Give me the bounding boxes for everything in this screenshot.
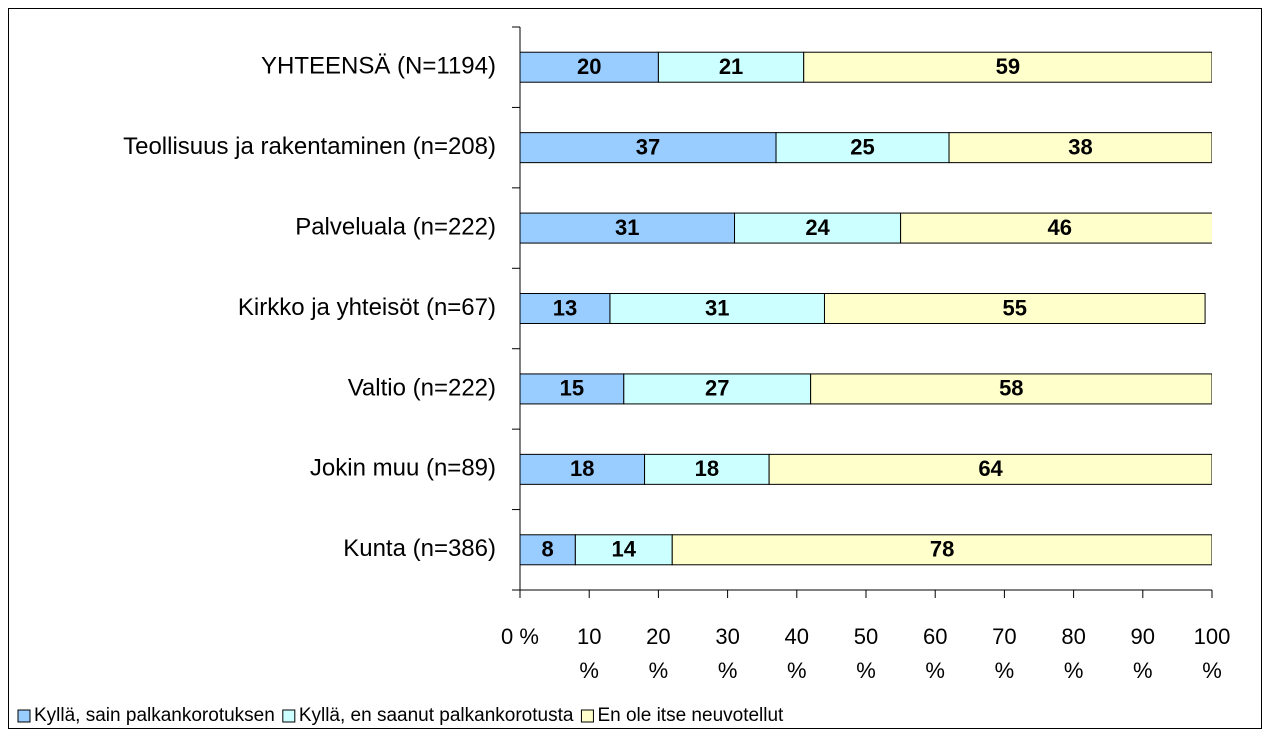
bar-segment [810, 373, 1212, 405]
bar-segment [768, 453, 1212, 485]
legend-swatch [17, 709, 31, 723]
value-label: 25 [850, 134, 874, 159]
category-label: YHTEENSÄ (N=1194) [261, 53, 496, 80]
legend-label: Kyllä, sain palkankorotuksen [34, 705, 275, 726]
legend-label: En ole itse neuvotellut [597, 705, 784, 726]
value-label: 13 [553, 295, 577, 320]
bar-segment [734, 212, 902, 244]
value-label: 38 [1068, 134, 1092, 159]
legend-swatch [282, 709, 296, 723]
x-tick-label: 100% [1194, 624, 1231, 683]
bar-segment [671, 534, 1212, 566]
value-label: 18 [695, 456, 719, 481]
value-label: 64 [978, 456, 1003, 481]
value-label: 78 [930, 537, 954, 562]
bar-segment [574, 534, 673, 566]
bar-segment [623, 373, 812, 405]
x-tick-label: 30% [715, 624, 739, 683]
category-label: Jokin muu (n=89) [310, 455, 496, 482]
category-label: Teollisuus ja rakentaminen (n=208) [123, 133, 496, 160]
category-label: Kirkko ja yhteisöt (n=67) [238, 294, 496, 321]
legend-label: Kyllä, en saanut palkankorotusta [299, 705, 574, 726]
chart-border [8, 8, 1262, 729]
bar-segment [803, 51, 1212, 83]
value-label: 58 [999, 376, 1023, 401]
bar-segment [900, 212, 1212, 244]
legend-swatch [580, 709, 594, 723]
bar-segment [609, 293, 825, 324]
x-tick-label: 60% [923, 624, 947, 683]
bar-segment [948, 132, 1212, 164]
category-label: Palveluala (n=222) [295, 213, 496, 240]
value-label: 46 [1048, 215, 1072, 240]
category-label: Valtio (n=222) [348, 374, 496, 401]
x-tick-label: 0 % [501, 624, 539, 649]
category-label: Kunta (n=386) [343, 535, 496, 562]
x-tick-label: 20% [646, 624, 670, 683]
value-label: 27 [705, 376, 729, 401]
x-tick-label: 80% [1061, 624, 1085, 683]
x-tick-label: 10% [577, 624, 601, 683]
x-tick-label: 90% [1131, 624, 1155, 683]
bar-segment [520, 534, 576, 566]
value-label: 14 [612, 537, 637, 562]
value-label: 8 [542, 537, 554, 562]
value-label: 15 [560, 376, 584, 401]
value-label: 31 [705, 295, 729, 320]
x-tick-label: 50% [854, 624, 878, 683]
value-label: 31 [615, 215, 639, 240]
bar-segment [823, 293, 1206, 324]
bar-segment [520, 453, 646, 485]
value-label: 20 [577, 54, 601, 79]
bar-segment [520, 373, 625, 405]
bar-segment [520, 212, 736, 244]
value-label: 24 [805, 215, 830, 240]
bar-segment [520, 132, 777, 164]
value-label: 55 [1003, 295, 1027, 320]
value-label: 37 [636, 134, 660, 159]
value-label: 18 [570, 456, 594, 481]
x-tick-label: 40% [785, 624, 809, 683]
bars [520, 51, 1212, 566]
value-label: 21 [719, 54, 743, 79]
x-tick-label: 70% [992, 624, 1016, 683]
value-label: 59 [996, 54, 1020, 79]
bar-segment [657, 51, 805, 83]
